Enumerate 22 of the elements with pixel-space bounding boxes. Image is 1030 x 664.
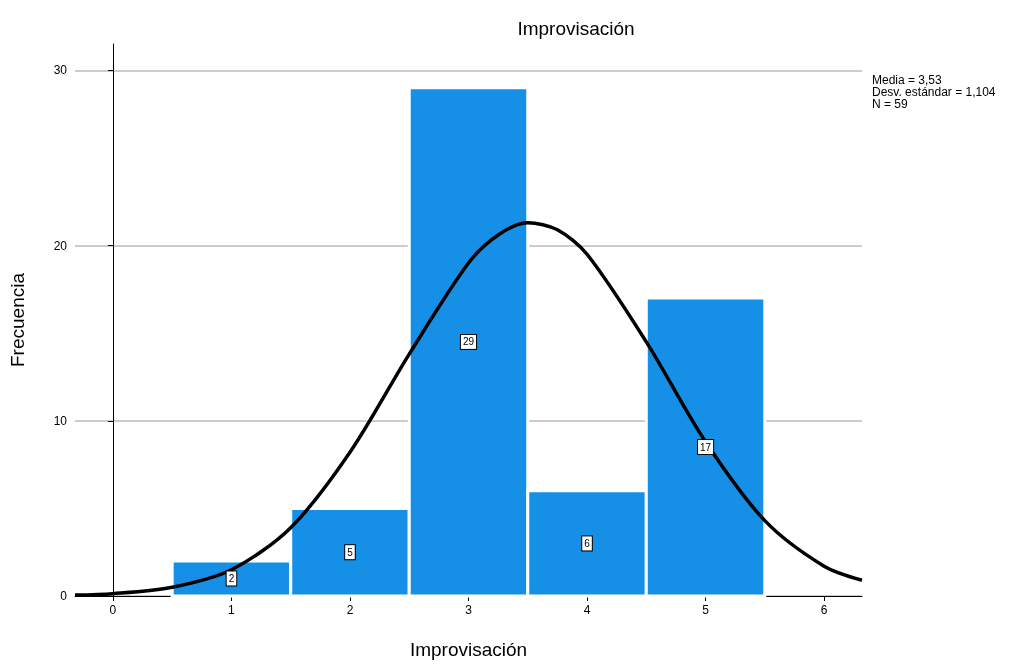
x-tick-label: 4	[583, 603, 591, 617]
x-tick-label: 1	[228, 603, 236, 617]
y-tick-label: 0	[60, 589, 68, 603]
data-label: 2	[228, 572, 235, 584]
data-label: 5	[347, 546, 354, 558]
y-tick-label: 30	[53, 63, 68, 78]
y-tick-label: 20	[53, 238, 68, 253]
x-tick-label: 5	[702, 603, 710, 617]
text: Desv. estándar = 1,104	[872, 85, 996, 99]
data-label: 17	[699, 441, 712, 453]
x-tick-label: 0	[109, 603, 117, 617]
x-tick-label: 3	[465, 603, 473, 617]
chart-title: Improvisación	[517, 18, 635, 39]
y-tick-label: 10	[53, 413, 68, 428]
text: N = 59	[872, 97, 909, 111]
x-tick-label: 2	[346, 603, 354, 617]
x-axis-title: Improvisación	[409, 639, 528, 660]
y-axis-title: Frecuencia	[7, 272, 28, 367]
data-label: 6	[584, 537, 591, 549]
x-tick-label: 6	[820, 603, 828, 617]
text: Media = 3,53	[872, 73, 943, 87]
data-label: 29	[462, 336, 475, 348]
